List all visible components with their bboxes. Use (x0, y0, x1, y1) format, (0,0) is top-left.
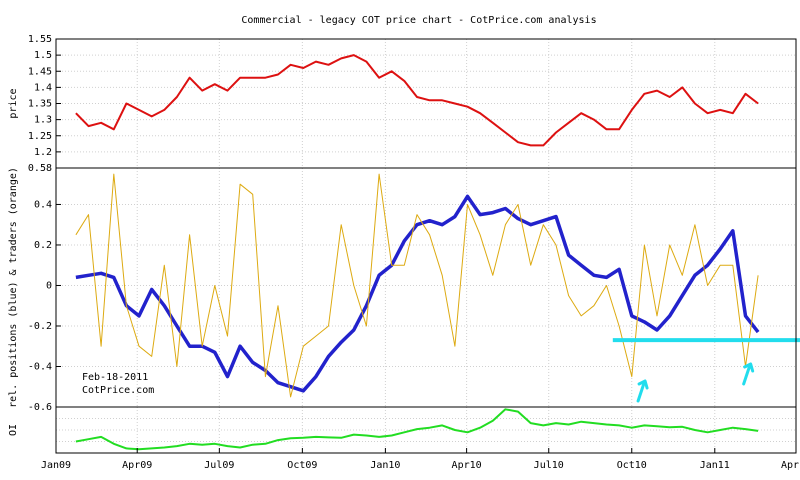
x-tick-label: Jul09 (204, 460, 234, 471)
panel-price: 1.2 1.25 1.3 1.35 1.4 1.45 1.5 1.55 price (8, 34, 797, 169)
y-tick-label: 0.4 (34, 199, 52, 210)
x-tick-label: Jan11 (700, 460, 730, 471)
panel-frame (55, 406, 797, 454)
panel-oi: OI (8, 406, 797, 454)
panel-positions: -0.6 -0.4 -0.2 0 0.2 0.4 0.58 Feb-18-2011 CotPri… (8, 163, 800, 413)
x-tick-label: Apr09 (122, 460, 152, 471)
arrow-head-icon (743, 362, 755, 373)
y-tick-label: -0.2 (28, 321, 52, 332)
y-tick-label: 1.3 (34, 115, 52, 126)
y-tick-label: 1.35 (28, 99, 52, 110)
y-tick-label: 1.45 (28, 66, 52, 77)
arrow-icon (636, 381, 646, 403)
x-tick-label: Apr10 (452, 460, 482, 471)
y-tick-label: 0 (46, 280, 52, 291)
x-tick-label: Oct10 (617, 460, 647, 471)
y-tick-label: 0.58 (28, 163, 52, 174)
chart-title: Commercial - legacy COT price chart - Co… (241, 15, 596, 26)
y-tick-label: 1.2 (34, 147, 52, 158)
y-tick-label: 0.2 (34, 240, 52, 251)
chart-annotation: CotPrice.com (82, 385, 154, 396)
y-tick-label: 1.4 (34, 82, 52, 93)
y-tick-label: -0.4 (28, 361, 52, 372)
y-axis-label: rel. positions (blue) & traders (orange) (8, 167, 19, 408)
x-axis: Jan09 Apr09 Jul09 Oct09 Jan10 Apr10 Jul10 Oct10… (41, 448, 800, 471)
y-tick-label: 1.25 (28, 131, 52, 142)
y-tick-label: -0.6 (28, 402, 52, 413)
y-axis-label: price (8, 88, 19, 118)
chart-panels: 1.21.251.31.351.41.451.51.55price-0.6-0.… (8, 34, 800, 454)
arrow-head-icon (637, 379, 649, 390)
y-axis-label: OI (8, 424, 19, 436)
x-tick-label: Jan10 (370, 460, 400, 471)
arrow-icon (742, 364, 752, 386)
x-tick-label: Jul10 (534, 460, 564, 471)
y-tick-label: 1.5 (34, 50, 52, 61)
y-tick-label: 1.55 (28, 34, 52, 45)
x-tick-label: Jan09 (41, 460, 71, 471)
x-tick-label: Oct09 (287, 460, 317, 471)
chart-annotation: Feb-18-2011 (82, 372, 148, 383)
x-tick-label: Apr11 (781, 460, 800, 471)
